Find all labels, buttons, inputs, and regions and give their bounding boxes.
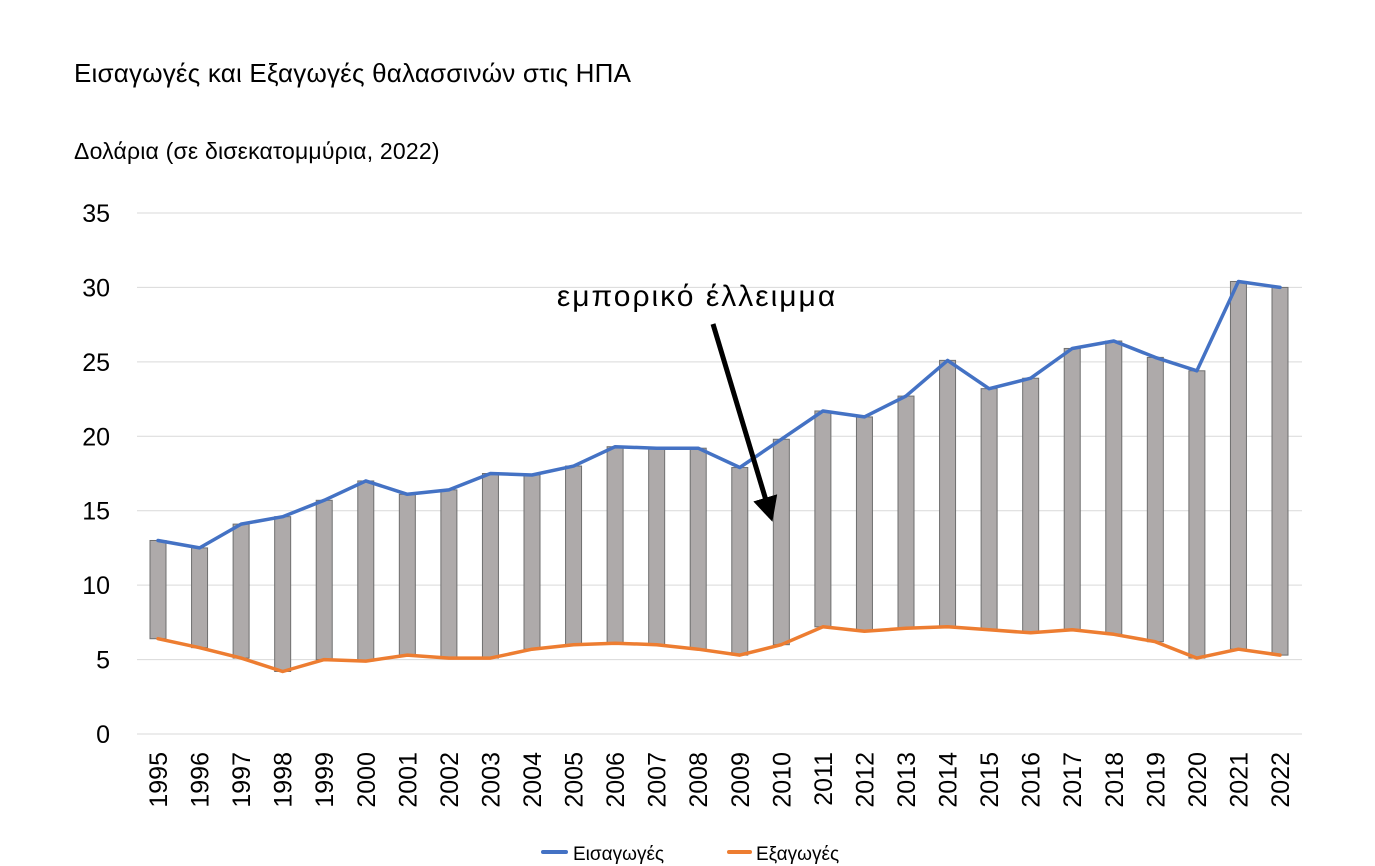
gap-bar bbox=[855, 416, 873, 632]
x-tick-label: 2010 bbox=[768, 752, 796, 808]
annotation-label: εμπορικό έλλειμμα bbox=[557, 280, 837, 313]
y-tick-label: 10 bbox=[82, 572, 110, 600]
x-tick-label: 2016 bbox=[1018, 752, 1046, 808]
y-axis-ticks: 0 5 10 15 20 25 30 35 bbox=[82, 200, 110, 749]
gap-bar bbox=[1271, 286, 1289, 656]
x-tick-label: 2019 bbox=[1142, 752, 1170, 808]
y-tick-label: 30 bbox=[82, 274, 110, 302]
x-tick-label: 2006 bbox=[602, 752, 630, 808]
gap-bar bbox=[731, 467, 749, 656]
gap-bar bbox=[191, 547, 209, 649]
chart-subtitle: Δολάρια (σε δισεκατομμύρια, 2022) bbox=[74, 138, 440, 164]
gap-bar bbox=[897, 395, 915, 629]
x-tick-label: 1999 bbox=[311, 752, 339, 808]
y-tick-label: 25 bbox=[82, 349, 110, 377]
gap-bar bbox=[1022, 377, 1040, 634]
legend-label-exports: Εξαγωγές bbox=[756, 844, 839, 865]
gap-bar bbox=[980, 388, 998, 631]
y-tick-label: 35 bbox=[82, 200, 110, 228]
gap-bar bbox=[149, 539, 167, 640]
gap-bar bbox=[523, 474, 541, 650]
x-tick-label: 1995 bbox=[145, 752, 173, 808]
x-tick-label: 2022 bbox=[1267, 752, 1295, 808]
x-tick-label: 2021 bbox=[1225, 752, 1253, 808]
x-tick-label: 2001 bbox=[394, 752, 422, 808]
exports-line bbox=[156, 625, 1282, 674]
gap-bar bbox=[606, 446, 624, 644]
x-tick-label: 2020 bbox=[1184, 752, 1212, 808]
y-tick-label: 15 bbox=[82, 498, 110, 526]
gap-bar bbox=[440, 489, 458, 659]
x-tick-label: 2003 bbox=[477, 752, 505, 808]
x-tick-label: 2015 bbox=[976, 752, 1004, 808]
x-tick-label: 2007 bbox=[644, 752, 672, 808]
gap-bar bbox=[1105, 340, 1123, 635]
x-tick-label: 1996 bbox=[187, 752, 215, 808]
y-tick-label: 5 bbox=[96, 647, 110, 675]
gap-bar bbox=[1063, 347, 1081, 631]
gap-bar bbox=[1188, 370, 1206, 659]
gap-bar bbox=[814, 410, 832, 628]
gap-bar bbox=[315, 499, 333, 661]
gap-bar bbox=[565, 465, 583, 646]
gap-bar bbox=[689, 447, 707, 650]
x-tick-label: 2009 bbox=[727, 752, 755, 808]
x-tick-label: 2013 bbox=[893, 752, 921, 808]
x-tick-label: 2012 bbox=[851, 752, 879, 808]
x-tick-label: 2011 bbox=[810, 752, 838, 806]
gap-bar bbox=[481, 473, 499, 659]
legend: Εισαγωγές Εξαγωγές bbox=[541, 844, 839, 865]
imports-line bbox=[156, 279, 1282, 550]
chart-title: Εισαγωγές και Εξαγωγές θαλασσινών στις Η… bbox=[74, 58, 632, 88]
series-lines bbox=[156, 279, 1282, 674]
x-tick-label: 2004 bbox=[519, 752, 547, 808]
x-tick-label: 2000 bbox=[353, 752, 381, 808]
gap-bar bbox=[1146, 356, 1164, 643]
x-tick-label: 2017 bbox=[1059, 752, 1087, 808]
x-tick-label: 1997 bbox=[228, 752, 256, 808]
y-tick-label: 20 bbox=[82, 423, 110, 451]
x-tick-label: 2008 bbox=[685, 752, 713, 808]
gap-bar bbox=[274, 516, 292, 672]
gap-bar bbox=[398, 493, 416, 656]
gap-bar bbox=[648, 447, 666, 646]
gap-bar bbox=[357, 480, 375, 662]
x-tick-label: 2018 bbox=[1101, 752, 1129, 808]
y-tick-label: 0 bbox=[96, 721, 110, 749]
x-axis-ticks: 1995 1996 1997 1998 1999 2000 2001 2002 2003 2004… bbox=[145, 752, 1295, 808]
annotation-arrow bbox=[710, 323, 778, 522]
x-tick-label: 2002 bbox=[436, 752, 464, 808]
gap-bar bbox=[1229, 280, 1247, 650]
x-tick-label: 1998 bbox=[270, 752, 298, 808]
x-tick-label: 2014 bbox=[935, 752, 963, 808]
gap-bar bbox=[232, 523, 250, 659]
x-tick-label: 2005 bbox=[561, 752, 589, 808]
gap-bar bbox=[772, 438, 790, 646]
legend-label-imports: Εισαγωγές bbox=[573, 844, 664, 865]
gap-bar bbox=[939, 359, 957, 628]
annotation: εμπορικό έλλειμμα bbox=[557, 280, 837, 522]
